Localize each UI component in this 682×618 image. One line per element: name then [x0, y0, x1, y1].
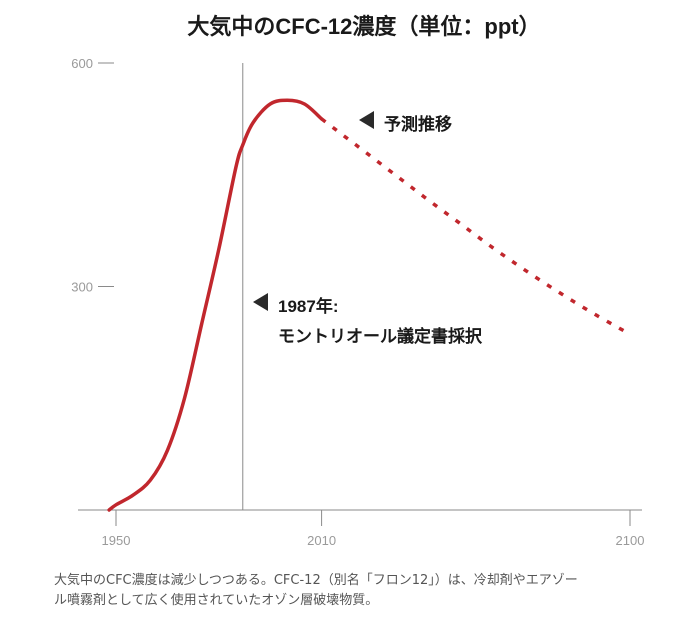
x-tick-label: 2010 [307, 533, 336, 548]
series-group [107, 98, 631, 512]
annotation-text-projection: 予測推移 [384, 114, 452, 134]
series-line-projected [320, 117, 631, 336]
y-axis: 300 600 [71, 56, 114, 295]
annotation-marker-montreal [253, 293, 268, 311]
chart-title: 大気中のCFC-12濃度（単位：ppt） [187, 14, 540, 39]
y-tick-label: 600 [71, 56, 93, 71]
x-tick-label: 2100 [616, 533, 645, 548]
caption-line-2: ル噴霧剤として広く使用されていたオゾン層破壊物質。 [54, 593, 379, 608]
x-tick-label: 1950 [102, 533, 131, 548]
annotation-text-montreal: モントリオール議定書採択 [278, 326, 483, 346]
annotations: 予測推移 1987年: モントリオール議定書採択 [253, 111, 483, 346]
annotation-text-montreal: 1987年: [278, 296, 338, 316]
series-line-measured [107, 98, 324, 512]
annotation-marker-projection [359, 111, 374, 129]
caption-line-1: 大気中のCFC濃度は減少しつつある。CFC-12（別名「フロン12」）は、冷却剤… [54, 573, 578, 588]
caption: 大気中のCFC濃度は減少しつつある。CFC-12（別名「フロン12」）は、冷却剤… [54, 571, 664, 611]
y-tick-label: 300 [71, 280, 93, 295]
x-axis: 1950 2010 2100 [78, 509, 645, 548]
